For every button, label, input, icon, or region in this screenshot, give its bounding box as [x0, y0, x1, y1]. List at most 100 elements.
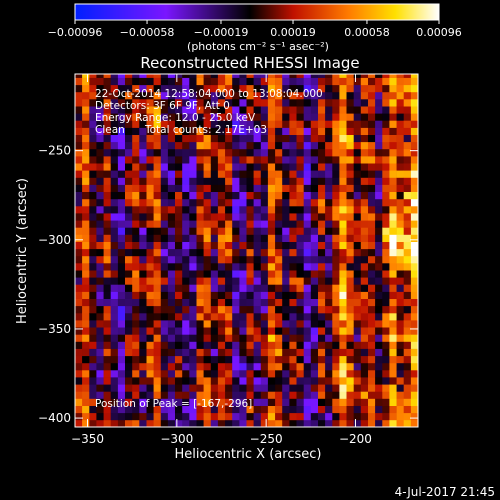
heatmap-cell: [210, 191, 219, 200]
heatmap-cell: [332, 391, 340, 399]
heatmap-cell: [267, 305, 276, 314]
heatmap-cell: [403, 213, 412, 221]
heatmap-cell: [289, 412, 297, 421]
heatmap-cell: [96, 405, 104, 414]
heatmap-cell: [132, 248, 140, 257]
heatmap-cell: [75, 213, 83, 221]
heatmap-cell: [210, 362, 219, 371]
heatmap-cell: [375, 377, 383, 385]
heatmap-cell: [75, 156, 83, 164]
heatmap-cell: [139, 170, 147, 178]
heatmap-cell: [117, 113, 126, 121]
heatmap-cell: [303, 191, 312, 200]
heatmap-cell: [82, 198, 90, 207]
heatmap-cell: [160, 134, 169, 143]
heatmap-cell: [125, 312, 133, 321]
heatmap-cell: [89, 234, 97, 242]
heatmap-cell: [89, 362, 97, 371]
heatmap-cell: [296, 298, 304, 307]
heatmap-cell: [75, 220, 83, 228]
heatmap-cell: [368, 362, 376, 371]
heatmap-cell: [167, 384, 176, 392]
heatmap-cell: [89, 320, 97, 328]
heatmap-cell: [196, 355, 204, 364]
heatmap-cell: [318, 134, 326, 143]
heatmap-cell: [132, 198, 140, 207]
heatmap-cell: [232, 284, 240, 292]
heatmap-cell: [360, 113, 369, 121]
heatmap-cell: [117, 84, 126, 93]
heatmap-cell: [303, 156, 312, 164]
heatmap-cell: [175, 113, 183, 121]
heatmap-cell: [82, 391, 90, 399]
heatmap-cell: [210, 84, 219, 93]
heatmap-cell: [332, 377, 340, 385]
heatmap-cell: [132, 77, 140, 86]
heatmap-cell: [368, 369, 376, 378]
heatmap-cell: [267, 156, 276, 164]
heatmap-cell: [175, 91, 183, 100]
heatmap-cell: [368, 99, 376, 107]
heatmap-cell: [296, 170, 304, 178]
heatmap-cell: [253, 312, 262, 321]
heatmap-cell: [382, 391, 390, 399]
heatmap-cell: [246, 334, 254, 342]
heatmap-cell: [360, 384, 369, 392]
heatmap-cell: [239, 120, 247, 128]
heatmap-cell: [253, 74, 262, 78]
heatmap-cell: [396, 327, 405, 335]
heatmap-cell: [160, 362, 169, 371]
heatmap-cell: [103, 341, 112, 349]
heatmap-cell: [75, 205, 83, 214]
heatmap-cell: [153, 99, 162, 107]
heatmap-cell: [125, 184, 133, 192]
heatmap-cell: [182, 327, 190, 335]
heatmap-cell: [296, 384, 304, 392]
heatmap-cell: [282, 184, 290, 192]
heatmap-cell: [210, 106, 219, 114]
heatmap-cell: [360, 327, 369, 335]
heatmap-cell: [89, 213, 97, 221]
heatmap-cell: [332, 270, 340, 278]
heatmap-cell: [110, 320, 119, 328]
heatmap-cell: [82, 170, 90, 178]
heatmap-cell: [403, 170, 412, 178]
heatmap-cell: [210, 220, 219, 228]
heatmap-cell: [225, 405, 233, 414]
heatmap-cell: [175, 263, 183, 271]
heatmap-cell: [353, 177, 362, 185]
heatmap-cell: [260, 234, 269, 242]
heatmap-cell: [160, 113, 169, 121]
heatmap-cell: [303, 419, 312, 427]
heatmap-cell: [196, 120, 204, 128]
heatmap-cell: [117, 341, 126, 349]
heatmap-cell: [139, 270, 147, 278]
heatmap-cell: [225, 177, 233, 185]
heatmap-cell: [339, 334, 347, 342]
heatmap-cell: [217, 391, 226, 399]
heatmap-cell: [210, 163, 219, 171]
heatmap-cell: [310, 248, 319, 257]
heatmap-cell: [353, 127, 362, 135]
heatmap-cell: [396, 234, 405, 242]
heatmap-cell: [403, 355, 412, 364]
heatmap-cell: [182, 362, 190, 371]
heatmap-cell: [167, 419, 176, 427]
heatmap-cell: [96, 77, 104, 86]
heatmap-cell: [303, 91, 312, 100]
heatmap-cell: [203, 127, 212, 135]
heatmap-cell: [318, 84, 326, 93]
heatmap-cell: [382, 227, 390, 235]
heatmap-cell: [117, 106, 126, 114]
heatmap-cell: [403, 77, 412, 86]
heatmap-cell: [275, 148, 283, 157]
heatmap-cell: [153, 277, 162, 285]
heatmap-cell: [167, 198, 176, 207]
heatmap-cell: [289, 355, 297, 364]
heatmap-cell: [182, 384, 190, 392]
heatmap-cell: [260, 205, 269, 214]
heatmap-cell: [260, 213, 269, 221]
heatmap-cell: [289, 113, 297, 121]
heatmap-cell: [160, 255, 169, 264]
heatmap-cell: [196, 127, 204, 135]
